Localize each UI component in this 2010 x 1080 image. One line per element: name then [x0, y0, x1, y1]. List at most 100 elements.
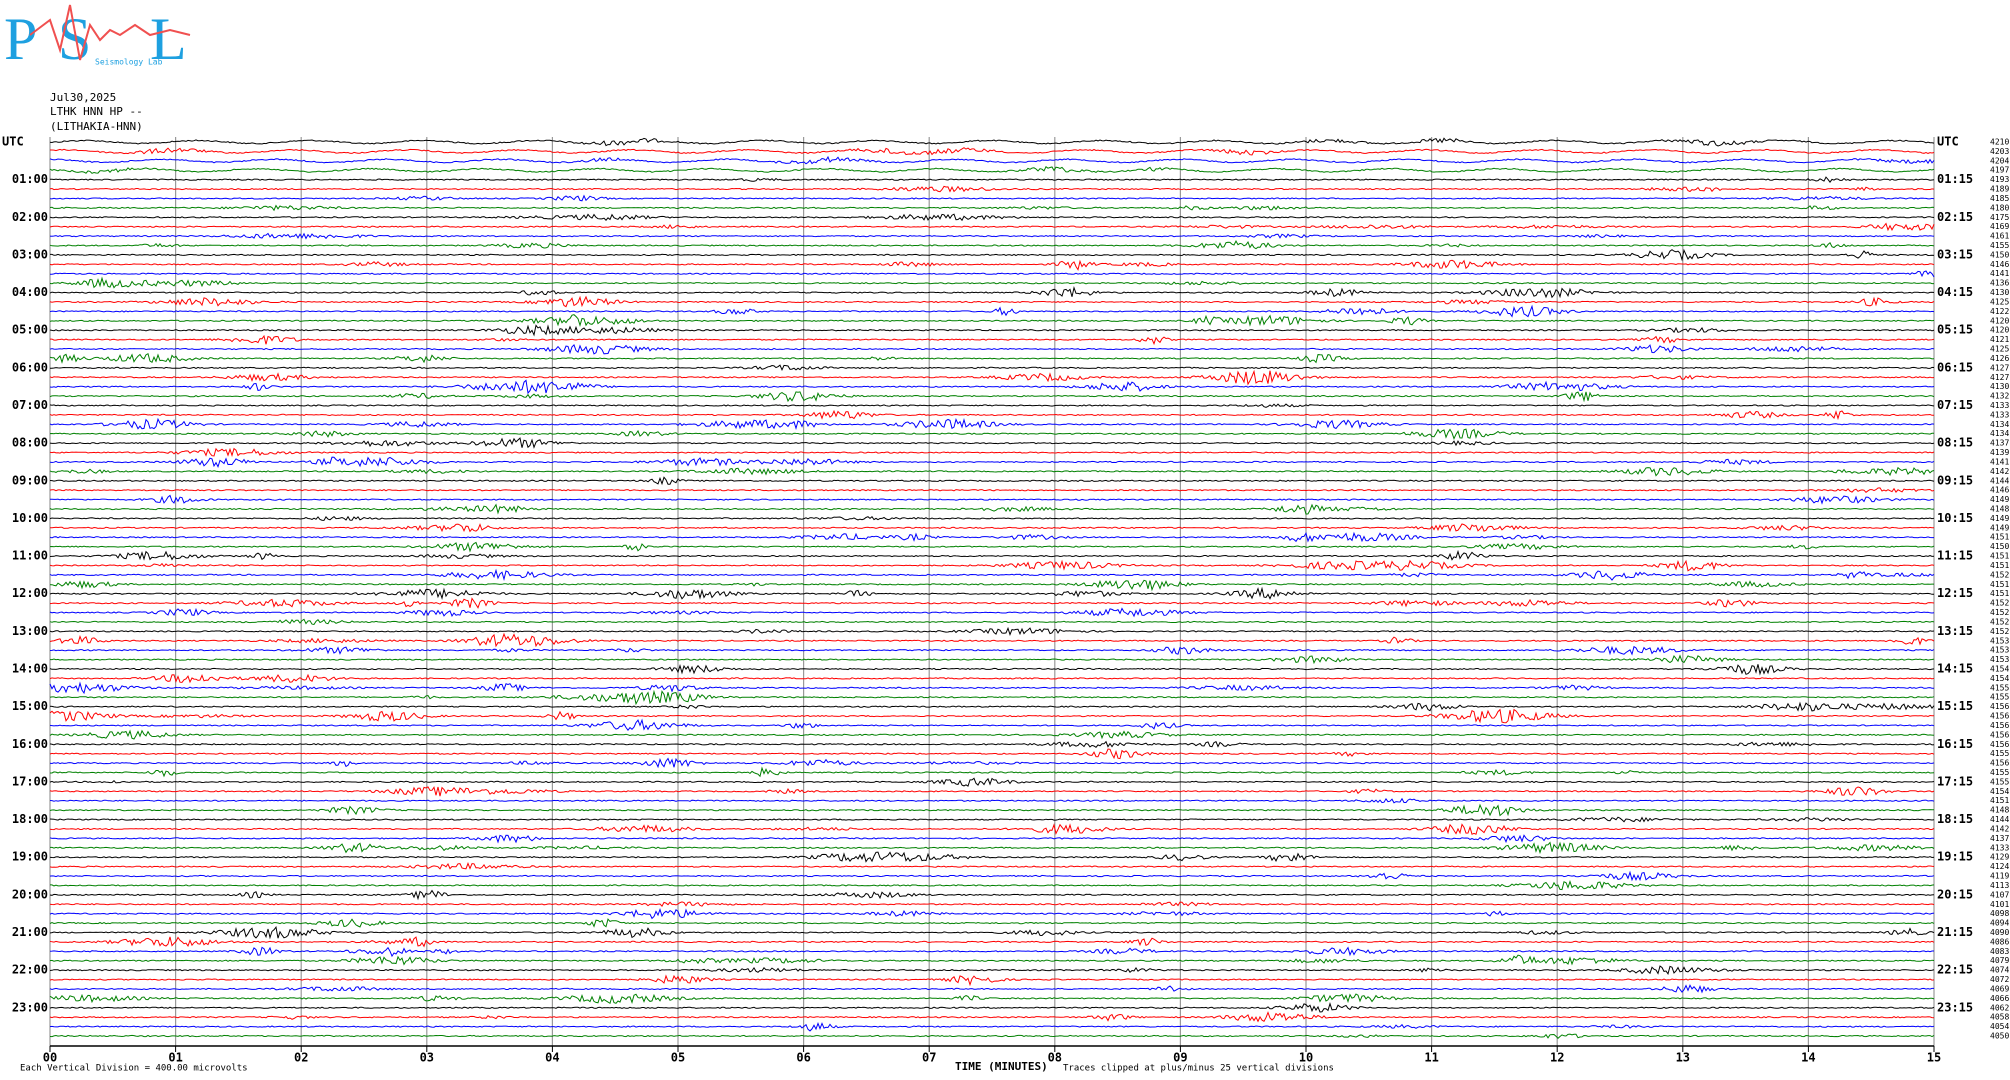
trace	[49, 797, 1935, 804]
trace	[49, 369, 1935, 386]
station: LTHK HNN HP --	[50, 105, 143, 118]
x-tick-label: 01	[168, 1051, 182, 1065]
x-tick-label: 02	[294, 1051, 308, 1065]
trace	[49, 314, 1935, 328]
row-value: 4152	[1990, 599, 2009, 608]
trace	[49, 515, 1935, 521]
x-tick-label: 08	[1048, 1051, 1062, 1065]
trace	[49, 689, 1935, 706]
row-value: 4058	[1990, 1013, 2009, 1022]
trace	[49, 204, 1935, 212]
trace	[49, 417, 1935, 430]
x-tick-label: 10	[1299, 1051, 1313, 1065]
row-value: 4155	[1990, 768, 2009, 777]
row-value: 4210	[1990, 138, 2009, 147]
trace	[49, 456, 1935, 469]
row-value: 4149	[1990, 514, 2009, 523]
trace	[49, 718, 1935, 732]
row-value: 4098	[1990, 909, 2009, 918]
right-time-label: 08:15	[1937, 436, 1973, 450]
trace	[49, 568, 1935, 582]
row-value: 4069	[1990, 984, 2009, 993]
row-value: 4072	[1990, 975, 2009, 984]
row-value: 4120	[1990, 316, 2009, 325]
right-time-label: 03:15	[1937, 247, 1973, 261]
trace	[49, 549, 1935, 561]
trace	[49, 403, 1935, 408]
trace	[49, 343, 1935, 355]
x-tick-label: 12	[1550, 1051, 1564, 1065]
right-time-label: 07:15	[1937, 398, 1973, 412]
row-value: 4146	[1990, 260, 2009, 269]
trace	[49, 1033, 1935, 1039]
row-value: 4154	[1990, 664, 2009, 673]
right-time-label: 13:15	[1937, 624, 1973, 638]
row-value: 4134	[1990, 429, 2009, 438]
trace	[50, 334, 1935, 346]
trace	[49, 974, 1935, 987]
row-value: 4155	[1990, 693, 2009, 702]
trace	[49, 437, 1935, 449]
row-value: 4152	[1990, 627, 2009, 636]
trace	[49, 834, 1935, 844]
trace	[49, 487, 1935, 493]
right-time-label: 06:15	[1937, 360, 1973, 374]
trace	[49, 352, 1935, 364]
logo-caption: Seismology Lab	[95, 58, 163, 67]
trace	[50, 880, 1935, 891]
trace	[49, 503, 1935, 515]
trace	[49, 946, 1934, 958]
left-time-label: 05:00	[12, 323, 48, 337]
row-value: 4153	[1990, 646, 2009, 655]
trace	[49, 176, 1935, 183]
left-time-label: 06:00	[12, 360, 48, 374]
station-name: (LITHAKIA-HNN)	[50, 120, 143, 133]
row-value: 4141	[1990, 269, 2009, 278]
trace	[50, 248, 1935, 262]
trace	[49, 681, 1934, 695]
row-value: 4127	[1990, 373, 2009, 382]
left-time-label: 04:00	[12, 285, 48, 299]
left-time-label: 01:00	[12, 172, 48, 186]
row-value: 4151	[1990, 589, 2009, 598]
left-time-label: 15:00	[12, 699, 48, 713]
trace	[49, 579, 1934, 592]
row-value: 4152	[1990, 570, 2009, 579]
right-time-label: 20:15	[1937, 887, 1973, 901]
trace	[49, 748, 1935, 760]
right-time-label: 22:15	[1937, 963, 1973, 977]
row-value: 4151	[1990, 552, 2009, 561]
row-value: 4155	[1990, 683, 2009, 692]
trace	[49, 701, 1935, 712]
trace	[49, 926, 1935, 940]
row-value: 4153	[1990, 655, 2009, 664]
trace	[49, 907, 1935, 920]
trace	[49, 729, 1935, 740]
right-time-label: 21:15	[1937, 925, 1973, 939]
row-value: 4203	[1990, 147, 2009, 156]
row-value: 4119	[1990, 872, 2009, 881]
left-time-label: UTC	[2, 135, 24, 149]
x-tick-label: 00	[43, 1051, 57, 1065]
trace	[50, 654, 1935, 665]
left-time-label: 07:00	[12, 398, 48, 412]
date: Jul30,2025	[50, 91, 116, 104]
trace	[49, 324, 1935, 337]
logo-letter: L	[150, 6, 187, 72]
left-time-label: 17:00	[12, 774, 48, 788]
row-value: 4189	[1990, 185, 2009, 194]
trace	[49, 185, 1935, 193]
trace	[49, 295, 1935, 308]
trace	[49, 663, 1935, 676]
right-time-label: 12:15	[1937, 586, 1973, 600]
row-value: 4151	[1990, 561, 2009, 570]
row-value: 4086	[1990, 937, 2009, 946]
trace	[49, 428, 1935, 440]
left-time-label: 21:00	[12, 925, 48, 939]
trace	[49, 823, 1935, 835]
trace	[49, 803, 1935, 817]
trace	[49, 155, 1935, 165]
row-value: 4074	[1990, 966, 2009, 975]
right-time-label: 14:15	[1937, 661, 1973, 675]
